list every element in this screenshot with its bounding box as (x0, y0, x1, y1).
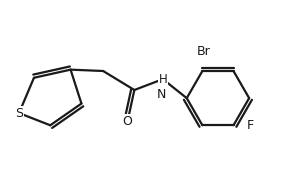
Text: Br: Br (197, 45, 211, 58)
Text: N: N (157, 88, 166, 101)
Text: H: H (158, 73, 167, 86)
Text: O: O (123, 115, 133, 128)
Text: F: F (247, 119, 254, 132)
Text: S: S (15, 107, 23, 120)
